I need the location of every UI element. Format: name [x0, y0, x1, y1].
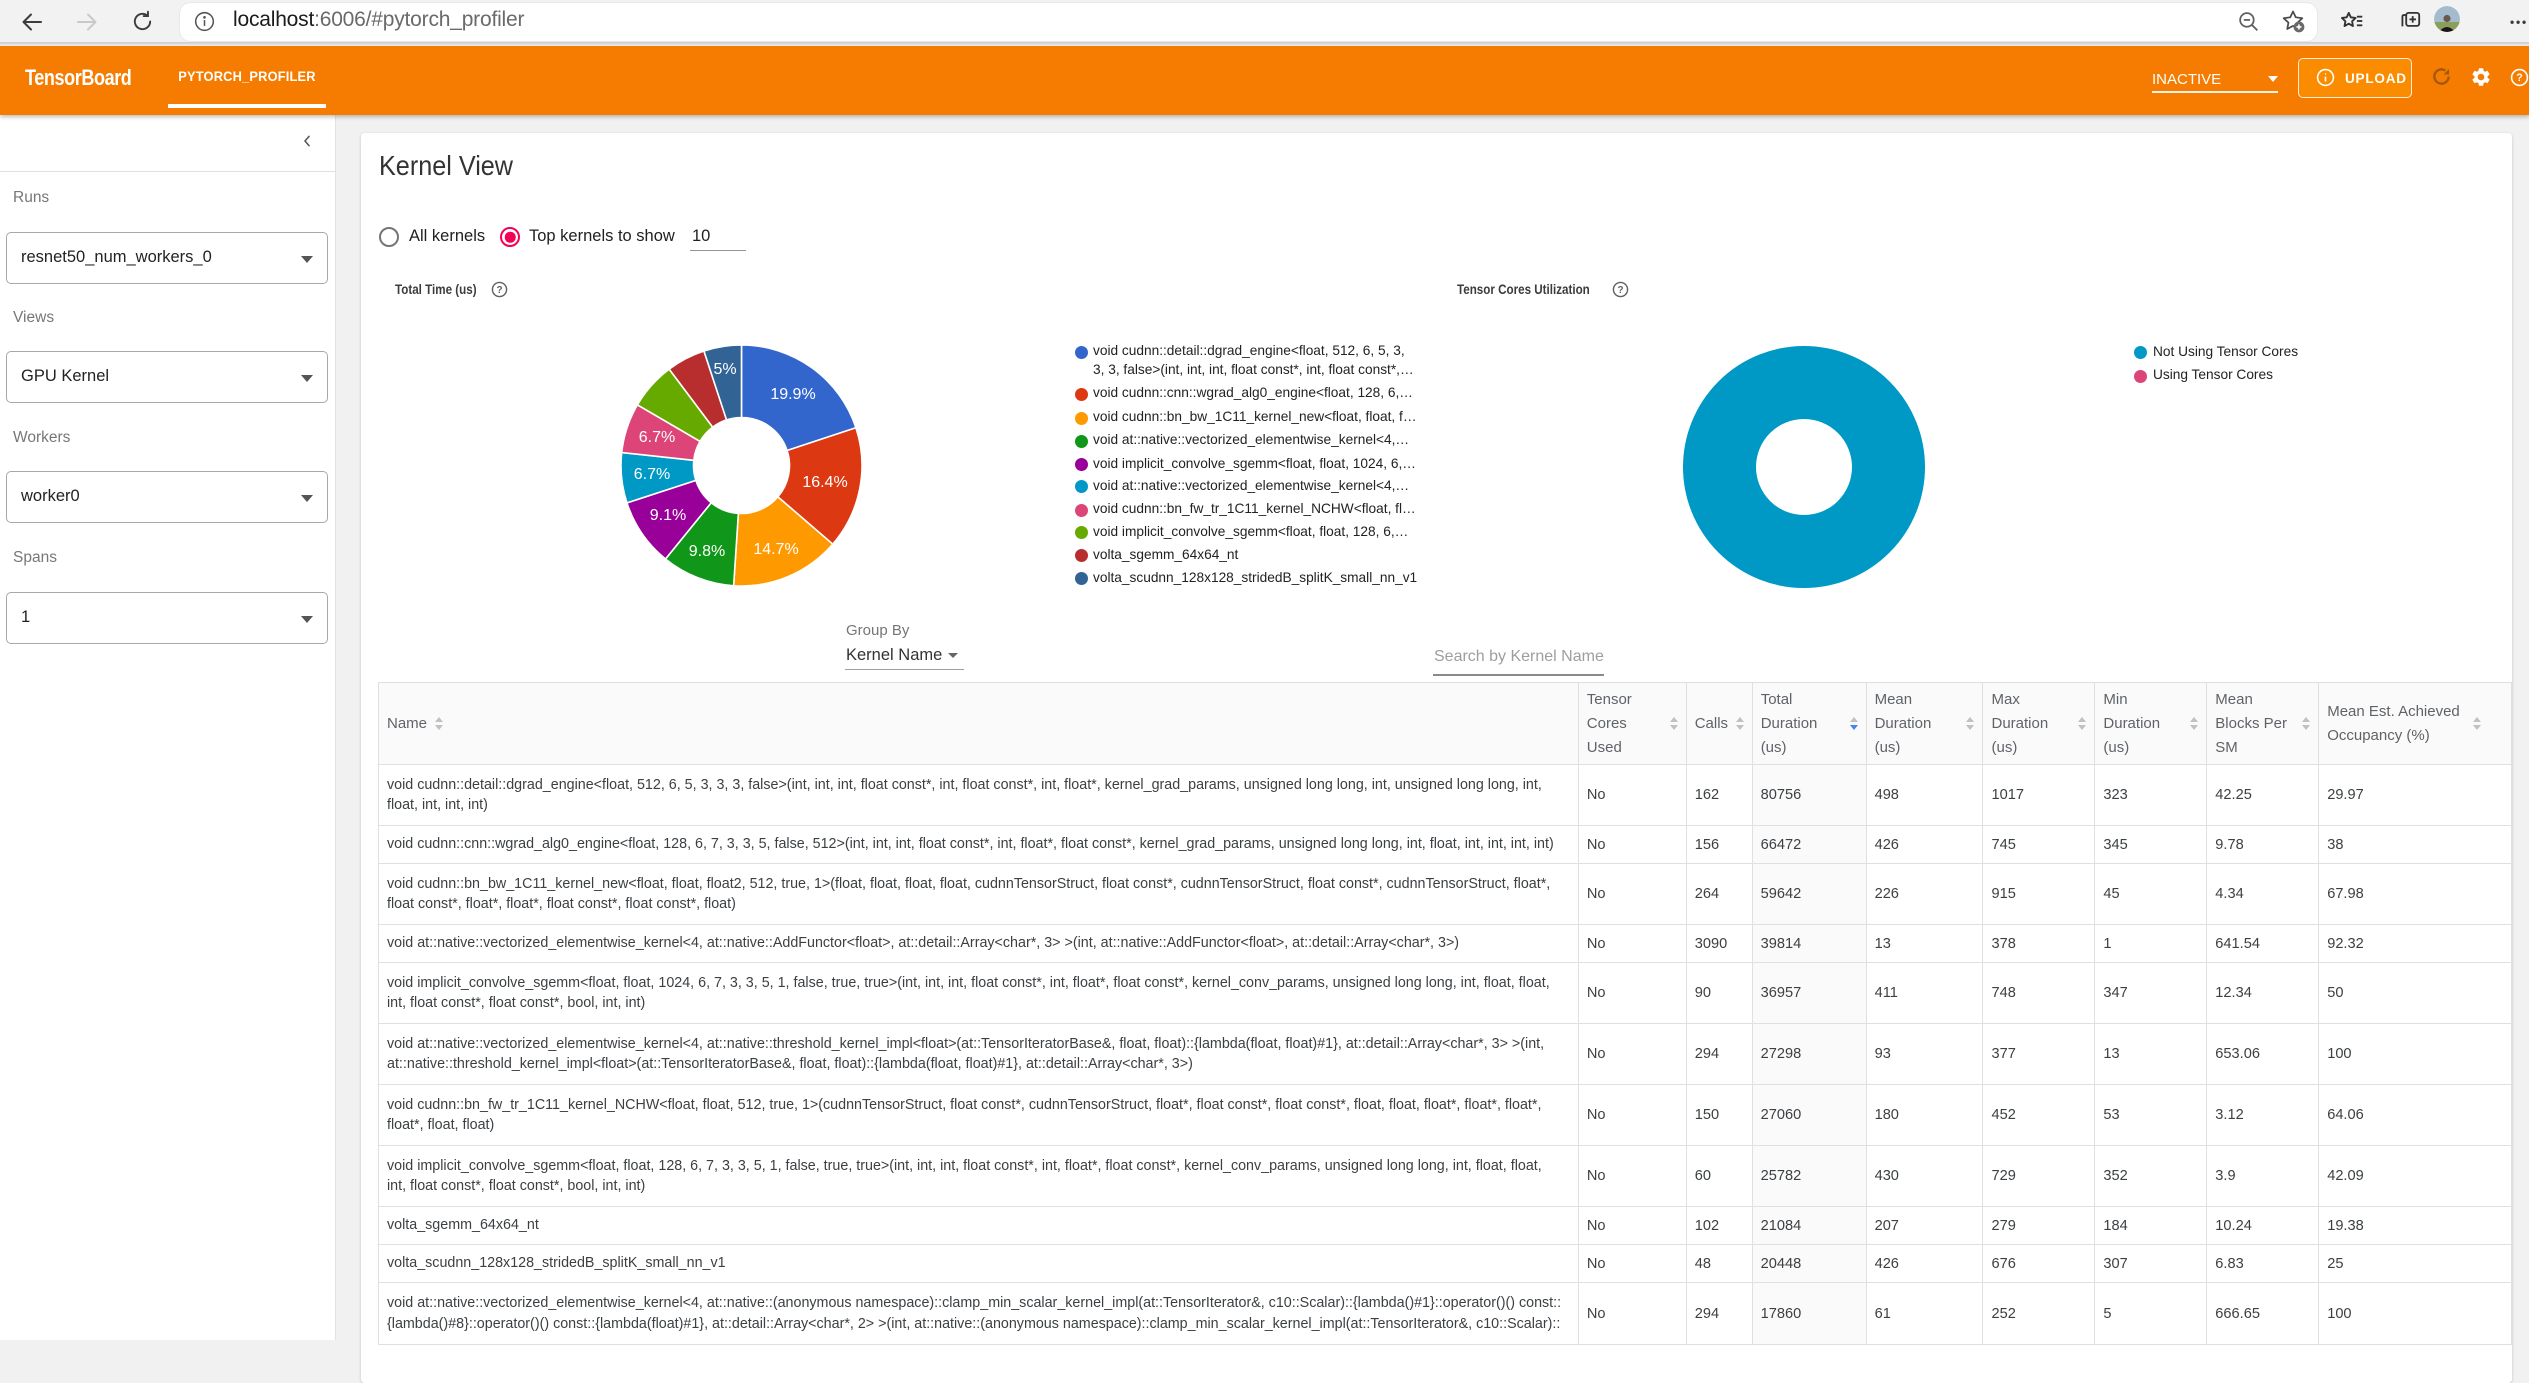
svg-text:?: ? [1617, 285, 1623, 296]
svg-text:?: ? [2516, 72, 2523, 84]
svg-text:?: ? [496, 285, 502, 296]
